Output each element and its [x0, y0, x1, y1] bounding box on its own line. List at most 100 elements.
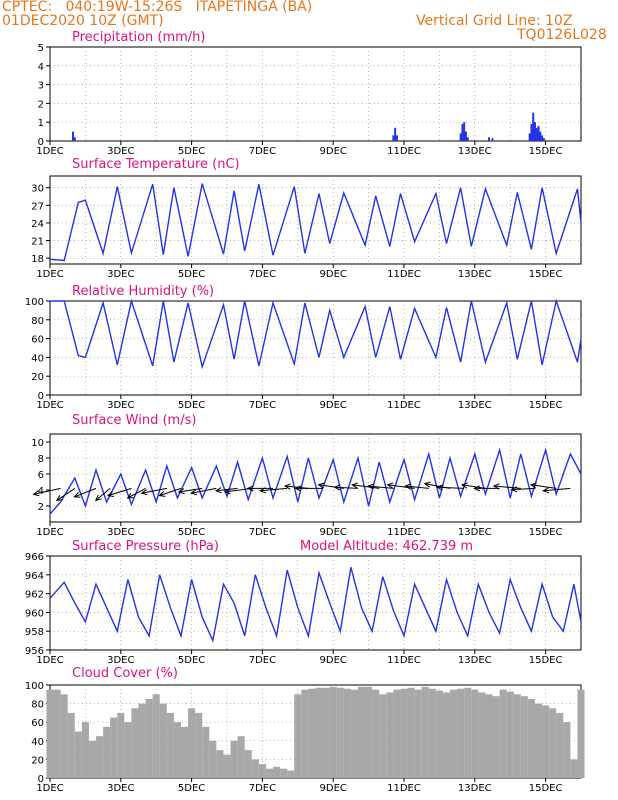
- wind-vector: [530, 484, 557, 489]
- precipitation-xtick-label: 7DEC: [249, 146, 276, 157]
- wind-xtick-label: 13DEC: [458, 527, 492, 538]
- wind-ytick-label: 6: [38, 470, 44, 481]
- wind-vector: [159, 487, 182, 497]
- cloud-bar: [563, 722, 571, 778]
- cloud-bar: [343, 688, 351, 778]
- wind-vector: [215, 487, 238, 492]
- wind-vector-head: [333, 484, 341, 491]
- cloud-bar: [74, 731, 82, 778]
- cloud-bar: [251, 759, 259, 778]
- cloud-bar: [357, 686, 366, 778]
- humidity-ytick-label: 100: [25, 297, 44, 308]
- cloud-bar: [336, 687, 344, 778]
- cloud-bar: [520, 696, 528, 778]
- temperature-xtick-label: 3DEC: [107, 269, 134, 280]
- precip-bar: [491, 138, 494, 141]
- pressure-frame: [49, 555, 582, 651]
- header-station: CPTEC: 040:19W-15:26S ITAPETINGA (BA): [2, 0, 313, 15]
- wind-vector: [387, 484, 415, 489]
- cloud-bar: [421, 686, 429, 778]
- precip-bar: [487, 137, 490, 141]
- temperature-xtick-label: 1DEC: [36, 269, 63, 280]
- cloud-bar: [386, 692, 394, 778]
- temperature-ytick-label: 27: [31, 201, 44, 212]
- cloud-bar: [534, 703, 543, 778]
- wind-vector-head: [106, 491, 115, 497]
- precip-bar: [533, 122, 536, 141]
- cloud-bar: [173, 722, 181, 778]
- wind-vector-head: [542, 487, 550, 494]
- cloud-ytick-label: 80: [31, 700, 44, 711]
- wind-ytick-label: 2: [38, 502, 44, 513]
- wind-vector: [33, 487, 61, 495]
- wind-vector-head: [140, 489, 148, 496]
- pressure-xtick-label: 7DEC: [249, 655, 276, 666]
- cloud-bar: [457, 688, 465, 778]
- pressure-subtitle: Model Altitude: 462.739 m: [300, 539, 473, 554]
- cloud-bar: [110, 717, 118, 778]
- wind-vector-head: [190, 489, 198, 496]
- temperature-ytick-label: 24: [31, 219, 44, 230]
- cloud-bar: [237, 736, 245, 778]
- pressure-ytick-label: 958: [25, 627, 44, 638]
- wind-vector-head: [73, 492, 81, 498]
- wind-vector-head: [436, 484, 443, 491]
- precip-bar: [395, 135, 398, 141]
- humidity-ytick-label: 80: [31, 316, 44, 327]
- pressure-xtick-label: 5DEC: [178, 655, 205, 666]
- wind-title: Surface Wind (m/s): [72, 413, 196, 428]
- wind-xtick-label: 3DEC: [107, 527, 134, 538]
- cloud-panel: [46, 684, 585, 782]
- pressure-ytick-label: 956: [25, 646, 44, 657]
- cloud-bar: [308, 688, 316, 778]
- cloud-bar: [329, 686, 337, 778]
- cloud-bar: [464, 687, 472, 778]
- precip-bar: [541, 135, 544, 141]
- cloud-bar: [549, 708, 557, 778]
- cloud-bar: [209, 740, 217, 778]
- cloud-bar: [202, 726, 210, 778]
- cloud-xtick-label: 5DEC: [178, 783, 205, 794]
- temperature-xtick-label: 7DEC: [249, 269, 276, 280]
- precipitation-ytick-label: 1: [38, 118, 44, 129]
- temperature-xtick-label: 9DEC: [320, 269, 347, 280]
- humidity-title: Relative Humidity (%): [72, 284, 214, 299]
- cloud-xtick-label: 15DEC: [529, 783, 563, 794]
- cloud-bar: [273, 766, 281, 778]
- cloud-xtick-label: 3DEC: [107, 783, 134, 794]
- humidity-xtick-label: 5DEC: [178, 400, 205, 411]
- precip-bar: [392, 135, 395, 141]
- precip-bar: [72, 131, 75, 141]
- precipitation-xtick-label: 3DEC: [107, 146, 134, 157]
- temperature-xtick-label: 13DEC: [458, 269, 492, 280]
- header-grid-note: Vertical Grid Line: 10Z: [416, 13, 573, 29]
- cloud-bar: [258, 764, 266, 778]
- pressure-xtick-label: 13DEC: [458, 655, 492, 666]
- cloud-bar: [166, 712, 174, 778]
- wind-xtick-label: 5DEC: [178, 527, 205, 538]
- wind-vector-head: [259, 487, 266, 494]
- precip-bar: [394, 127, 397, 141]
- cloud-xtick-label: 7DEC: [249, 783, 276, 794]
- wind-xtick-label: 7DEC: [249, 527, 276, 538]
- cloud-bar: [365, 686, 373, 778]
- precip-bar: [530, 124, 533, 141]
- wind-series-line: [49, 447, 582, 515]
- precipitation-xtick-label: 13DEC: [458, 146, 492, 157]
- cloud-bar: [138, 703, 146, 778]
- wind-vector-head: [367, 483, 374, 490]
- wind-vector-head: [473, 485, 481, 492]
- cloud-bar: [407, 687, 415, 778]
- precip-bar: [463, 122, 466, 141]
- cloud-bar: [400, 688, 408, 778]
- wind-vector: [543, 487, 571, 492]
- precip-bar: [459, 133, 462, 141]
- cloud-bar: [428, 688, 436, 778]
- humidity-xtick-label: 11DEC: [387, 400, 421, 411]
- cloud-bar: [301, 689, 309, 778]
- precipitation-ytick-label: 4: [38, 62, 44, 73]
- cloud-bar: [145, 698, 153, 778]
- cloud-bar: [195, 712, 203, 778]
- wind-vector: [107, 487, 132, 497]
- cloud-bar: [88, 740, 97, 778]
